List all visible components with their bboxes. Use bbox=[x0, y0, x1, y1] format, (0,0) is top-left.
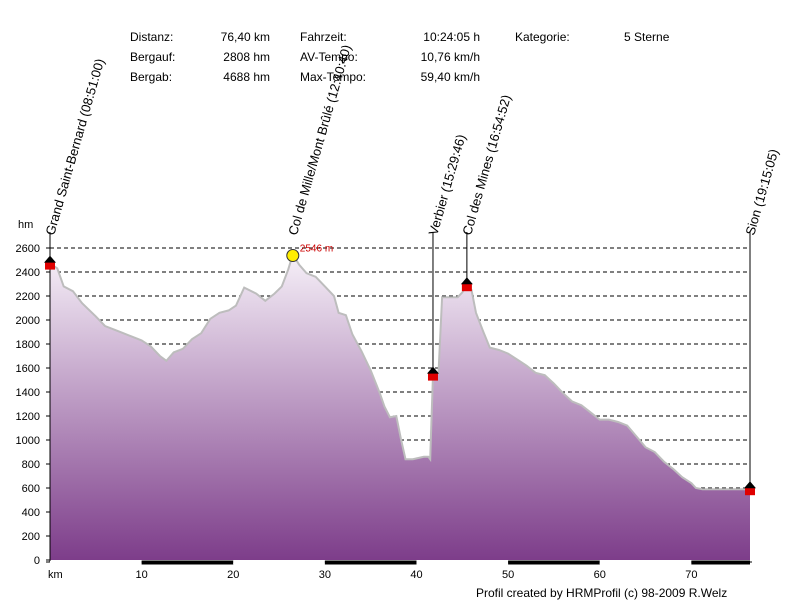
kategorie-label: Kategorie: bbox=[515, 30, 570, 44]
x-tick-label: 50 bbox=[502, 569, 514, 581]
x-axis-segment bbox=[599, 561, 692, 564]
distanz-value: 76,40 km bbox=[220, 30, 270, 44]
waypoint-marker-red bbox=[427, 372, 438, 381]
stats-panel: Distanz: 76,40 km Bergauf: 2808 hm Berga… bbox=[0, 0, 800, 90]
waypoint-marker-red bbox=[461, 283, 472, 292]
x-tick-label: 60 bbox=[594, 569, 606, 581]
y-tick-label: 800 bbox=[22, 459, 40, 471]
y-tick-label: 1800 bbox=[16, 339, 40, 351]
bergab-label: Bergab: bbox=[130, 70, 173, 84]
bergauf-value: 2808 hm bbox=[223, 50, 270, 64]
waypoint-label: Sion (19:15:05) bbox=[742, 147, 781, 237]
fahrzeit-label: Fahrzeit: bbox=[300, 30, 347, 44]
waypoint-marker-roof bbox=[44, 255, 56, 263]
y-tick-label: 2000 bbox=[16, 315, 40, 327]
y-axis-label: hm bbox=[18, 219, 33, 231]
y-tick-label: 400 bbox=[22, 507, 40, 519]
waypoint-marker-roof bbox=[744, 481, 756, 489]
y-tick-label: 1200 bbox=[16, 411, 40, 423]
x-tick-label: 20 bbox=[227, 569, 239, 581]
avtempo-label: AV-Tempo: bbox=[300, 50, 358, 64]
waypoint-label: Col de Mille/Mont Brûlé (12:40:40) bbox=[285, 43, 354, 237]
x-axis-segment bbox=[416, 561, 509, 564]
y-tick-label: 1000 bbox=[16, 435, 40, 447]
waypoint-label: Grand Saint-Bernard (08:51:00) bbox=[42, 57, 107, 237]
x-axis-segment bbox=[233, 561, 325, 564]
elevation-area bbox=[50, 254, 750, 560]
fahrzeit-value: 10:24:05 h bbox=[423, 30, 480, 44]
y-tick-label: 600 bbox=[22, 483, 40, 495]
x-axis-label: km bbox=[48, 569, 63, 581]
maxtempo-value: 59,40 km/h bbox=[420, 70, 480, 84]
x-axis-segment bbox=[691, 560, 750, 565]
waypoint-label: Col des Mines (16:54:52) bbox=[459, 93, 513, 237]
y-tick-label: 0 bbox=[34, 555, 40, 567]
y-tick-label: 1400 bbox=[16, 387, 40, 399]
y-tick-label: 2200 bbox=[16, 291, 40, 303]
bergauf-label: Bergauf: bbox=[130, 50, 176, 64]
kategorie-value: 5 Sterne bbox=[624, 30, 670, 44]
peak-elevation-label: 2546 m bbox=[300, 243, 333, 254]
x-axis-segment bbox=[50, 561, 142, 564]
x-tick-label: 40 bbox=[410, 569, 422, 581]
x-axis-segment bbox=[324, 560, 417, 565]
waypoint-marker-roof bbox=[426, 366, 439, 374]
y-tick-label: 2400 bbox=[16, 267, 40, 279]
peak-smiley-icon bbox=[286, 248, 300, 262]
y-tick-label: 200 bbox=[22, 531, 40, 543]
waypoint-marker-red bbox=[745, 487, 755, 496]
y-tick-label: 2600 bbox=[16, 243, 40, 255]
x-axis-segment bbox=[508, 560, 600, 565]
elevation-line bbox=[49, 252, 750, 491]
x-tick-label: 10 bbox=[135, 569, 147, 581]
distanz-label: Distanz: bbox=[130, 30, 174, 44]
x-axis-segment bbox=[141, 560, 234, 565]
x-tick-label: 70 bbox=[685, 569, 697, 581]
maxtempo-label: Max-Tempo: bbox=[300, 70, 367, 84]
x-tick-label: 30 bbox=[319, 569, 331, 581]
credit-text: Profil created by HRMProfil (c) 98-2009 … bbox=[476, 586, 728, 600]
waypoint-marker-red bbox=[45, 261, 55, 270]
waypoint-marker-roof bbox=[460, 277, 473, 285]
avtempo-value: 10,76 km/h bbox=[420, 50, 480, 64]
bergab-value: 4688 hm bbox=[223, 70, 270, 84]
y-tick-label: 1600 bbox=[16, 363, 40, 375]
